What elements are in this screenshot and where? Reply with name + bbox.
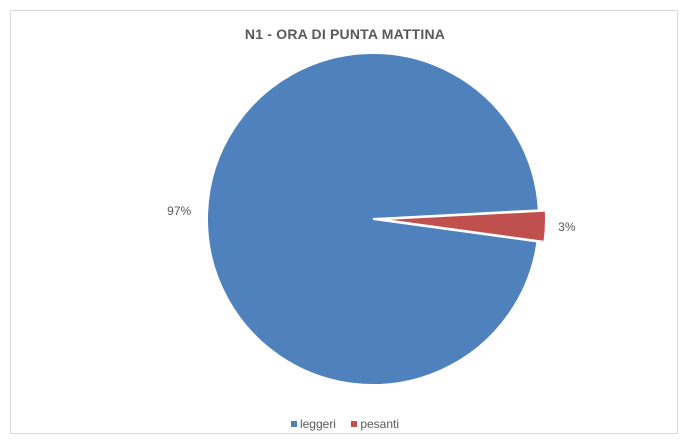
- chart-title: N1 - ORA DI PUNTA MATTINA: [244, 26, 446, 42]
- pie-slice-pesanti: [379, 209, 547, 243]
- legend-swatch-pesanti: [351, 421, 358, 427]
- legend-item-leggeri: leggeri: [290, 417, 336, 431]
- legend-item-pesanti: pesanti: [351, 417, 399, 431]
- pie-slice-leggeri: [206, 52, 540, 386]
- legend: leggeri pesanti: [0, 416, 690, 431]
- data-label-pesanti: 3%: [558, 220, 576, 234]
- legend-swatch-leggeri: [290, 421, 297, 427]
- legend-label-pesanti: pesanti: [360, 417, 400, 431]
- legend-label-leggeri: leggeri: [299, 417, 336, 431]
- data-label-leggeri: 97%: [167, 204, 191, 218]
